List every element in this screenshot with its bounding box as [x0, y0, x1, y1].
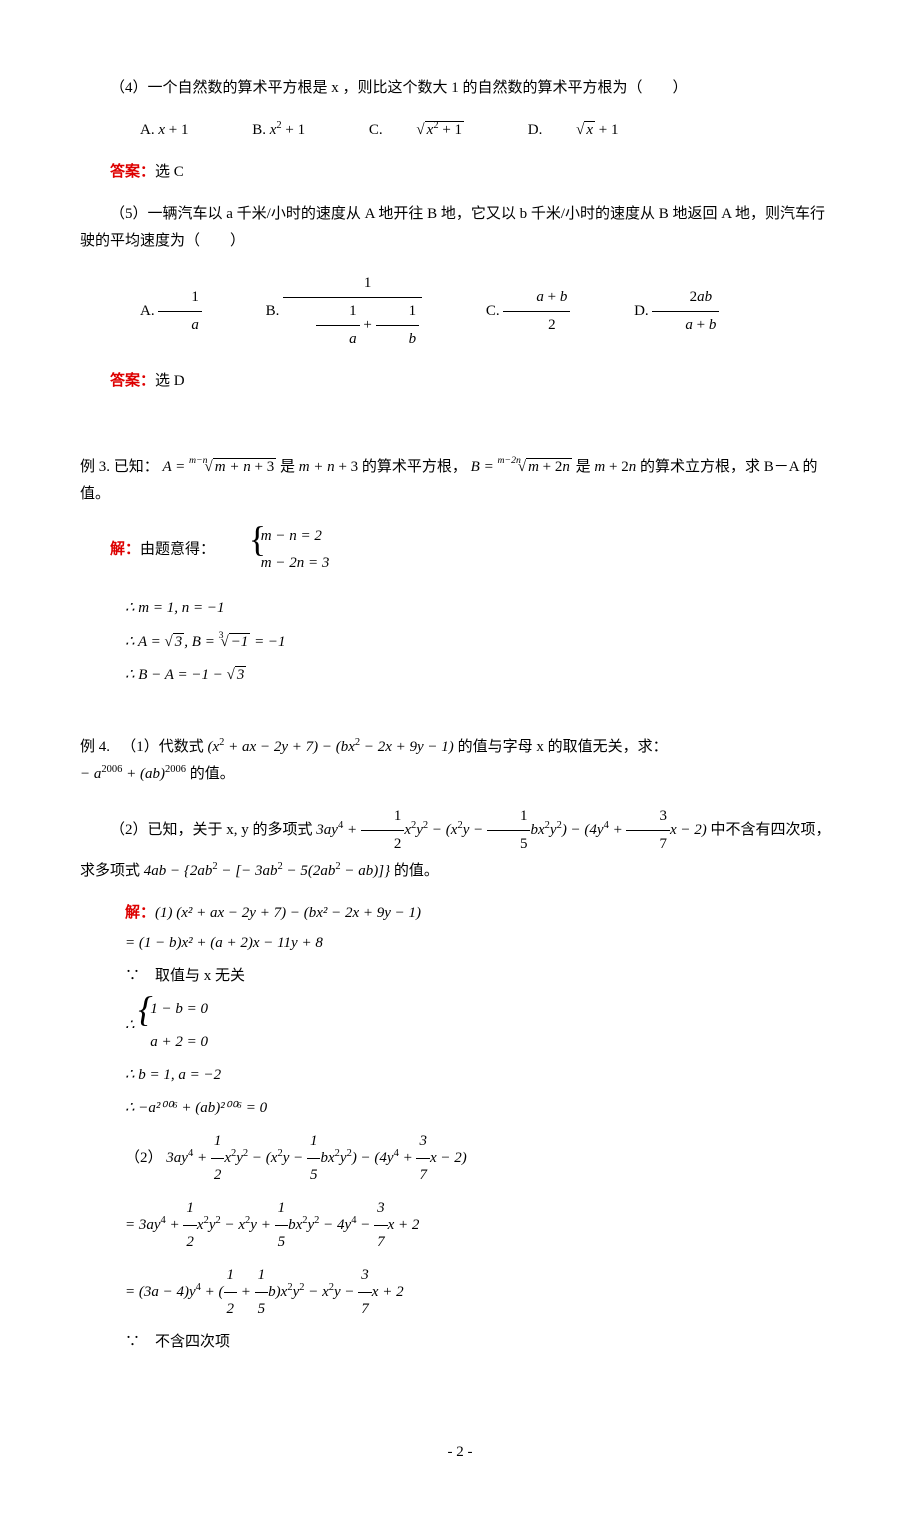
q4-opt-d: D. x + 1 [498, 117, 619, 144]
ex4-s9: = (3a − 4)y4 + (12 + 15b)x2y2 − x2y − 37… [125, 1259, 840, 1326]
q5-opt-c: C. a + b2 [456, 284, 570, 339]
q4-opt-c: C. x2 + 1 [339, 117, 464, 144]
ex3-statement: 例 3. 已知： A = m−nm + n + 3 是 m + n + 3 的算… [80, 452, 840, 508]
ex3-line1: ∴ m = 1, n = −1 [125, 592, 840, 625]
ex4-s3: ∵ 取值与 x 无关 [125, 960, 840, 993]
q4-text: （4）一个自然数的算术平方根是 x ，则比这个数大 1 的自然数的算术平方根为（… [80, 75, 840, 102]
ex3-work: ∴ m = 1, n = −1 ∴ A = 3, B = 3−1 = −1 ∴ … [125, 592, 840, 692]
q5-opt-a: A. 1a [110, 284, 202, 339]
answer-label: 答案： [110, 164, 155, 180]
ex4-work: = (1 − b)x² + (a + 2)x − 11y + 8 ∵ 取值与 x… [125, 927, 840, 1359]
ex4-s10: ∵ 不含四次项 [125, 1326, 840, 1359]
q4-answer: 答案：选 C [80, 159, 840, 186]
page-number: - 2 - [80, 1439, 840, 1466]
q5-answer: 答案：选 D [80, 368, 840, 395]
q5-opt-d: D. 2aba + b [604, 284, 719, 339]
ex4-solution: 解：(1) (x² + ax − 2y + 7) − (bx² − 2x + 9… [125, 900, 840, 927]
solution-label: 解： [125, 905, 155, 921]
ex4-s6: ∴ −a²⁰⁰⁶ + (ab)²⁰⁰⁶ = 0 [125, 1092, 840, 1125]
ex4-s8: = 3ay4 + 12x2y2 − x2y + 15bx2y2 − 4y4 − … [125, 1192, 840, 1259]
ex4-p1: 例 4. （1）代数式 (x2 + ax − 2y + 7) − (bx2 − … [80, 734, 840, 788]
ex4-s7: （2） 3ay4 + 12x2y2 − (x2y − 15bx2y2) − (4… [125, 1125, 840, 1192]
ex3-solution-start: 解：由题意得： m − n = 2 m − 2n = 3 [80, 523, 840, 577]
q5-options: A. 1a B. 1 1a + 1b C. a + b2 D. 2aba + b [80, 270, 840, 353]
ex4-s4: ∴ 1 − b = 0 a + 2 = 0 [125, 993, 840, 1059]
ex4-s2: = (1 − b)x² + (a + 2)x − 11y + 8 [125, 927, 840, 960]
ex3-line2: ∴ A = 3, B = 3−1 = −1 [125, 625, 840, 659]
solution-label: 解： [110, 541, 140, 557]
q4-options: A. x + 1 B. x2 + 1 C. x2 + 1 D. x + 1 [80, 117, 840, 144]
ex4-p2: （2）已知，关于 x, y 的多项式 3ay4 + 12x2y2 − (x2y … [80, 803, 840, 885]
q5-text: （5）一辆汽车以 a 千米/小时的速度从 A 地开往 B 地，它又以 b 千米/… [80, 201, 840, 255]
ex3-line3: ∴ B − A = −1 − 3 [125, 659, 840, 692]
ex4-s5: ∴ b = 1, a = −2 [125, 1059, 840, 1092]
q4-opt-a: A. x + 1 [110, 117, 188, 144]
q5-opt-b: B. 1 1a + 1b [236, 270, 422, 353]
q4-opt-b: B. x2 + 1 [222, 117, 305, 144]
answer-label: 答案： [110, 373, 155, 389]
